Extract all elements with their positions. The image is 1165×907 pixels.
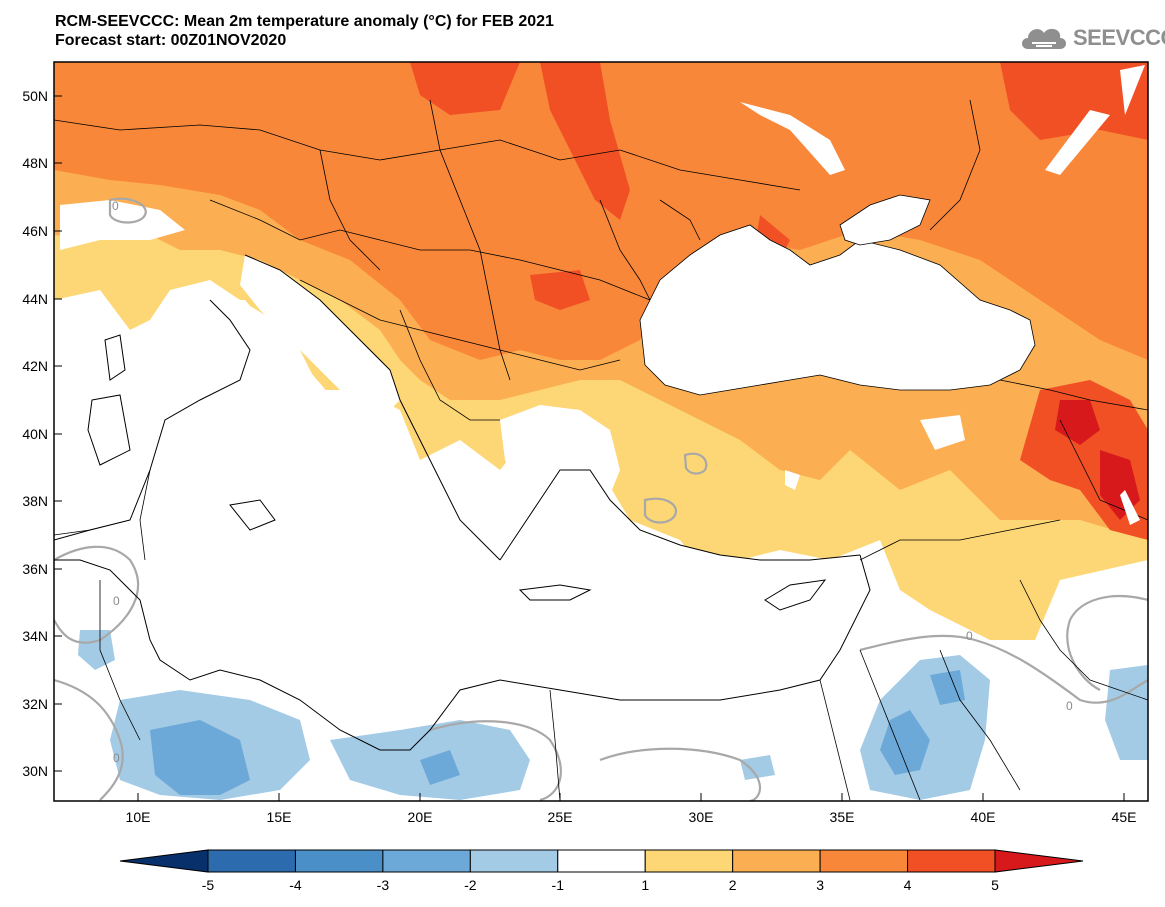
lon-label: 20E (408, 809, 433, 825)
lat-label: 44N (22, 291, 48, 307)
lon-label: 15E (267, 809, 292, 825)
lat-label: 48N (22, 155, 48, 171)
contour-label: 0 (112, 199, 119, 213)
lon-label: 45E (1112, 809, 1137, 825)
colorbar-label: -5 (202, 877, 215, 893)
sea-of-azov (839, 194, 931, 246)
map-title: RCM-SEEVCCC: Mean 2m temperature anomaly… (55, 12, 554, 50)
colorbar-segment (119, 849, 209, 873)
colorbar-segment (382, 849, 471, 873)
lat-label: 32N (22, 696, 48, 712)
colorbar-segment (557, 849, 646, 873)
lat-label: 38N (22, 493, 48, 509)
colorbar-label: -3 (377, 877, 390, 893)
lat-label: 42N (22, 358, 48, 374)
colorbar-label: -2 (464, 877, 477, 893)
aegean-sea (500, 405, 620, 540)
lat-label: 40N (22, 426, 48, 442)
colorbar-label: 2 (729, 877, 737, 893)
lon-label: 30E (689, 809, 714, 825)
latitude-axis: 50N 48N 46N 44N 42N 40N 38N 36N 34N 32N … (22, 88, 62, 779)
lon-label: 35E (830, 809, 855, 825)
neutral-patch (60, 200, 965, 490)
logo-text: SEEVCCC (1073, 25, 1165, 50)
lon-label: 10E (126, 809, 151, 825)
anomaly-field (54, 62, 1148, 801)
colorbar-label: -4 (289, 877, 302, 893)
black-sea (639, 224, 1036, 396)
contour-label: 0 (113, 594, 120, 608)
mediterranean-sea (54, 300, 870, 750)
colorbar-segment (294, 849, 384, 873)
colorbar-segment (469, 849, 559, 873)
coastlines (54, 254, 871, 751)
contour-labels: 0 0 0 0 0 (112, 199, 1073, 765)
contour-label: 0 (1066, 699, 1073, 713)
plot-frame (53, 61, 1149, 802)
colorbar-segment (994, 849, 1084, 873)
title-line-2: Forecast start: 00Z01NOV2020 (55, 32, 287, 49)
colorbar-segment (907, 849, 996, 873)
colorbar-label: -1 (552, 877, 565, 893)
title-line-1: RCM-SEEVCCC: Mean 2m temperature anomaly… (55, 13, 554, 30)
lon-label: 25E (548, 809, 573, 825)
country-borders (54, 99, 1148, 801)
anomaly-region-m2tom1 (78, 630, 1148, 800)
anomaly-region-4to5 (410, 62, 1148, 540)
colorbar-label: 5 (991, 877, 999, 893)
longitude-axis: 10E 15E 20E 25E 30E 35E 40E 45E (126, 793, 1137, 825)
lat-label: 30N (22, 763, 48, 779)
colorbar-segment (644, 849, 734, 873)
anomaly-region-3to4 (54, 62, 1148, 360)
lat-label: 50N (22, 88, 48, 104)
colorbar-label: 3 (816, 877, 824, 893)
adriatic-sea (240, 255, 400, 420)
colorbar-label: 1 (641, 877, 649, 893)
anomaly-region-gt5 (1055, 400, 1140, 520)
lon-label: 40E (971, 809, 996, 825)
colorbar-label: 4 (904, 877, 912, 893)
zero-contours (54, 197, 1148, 801)
colorbar-segment (207, 849, 296, 873)
lat-label: 34N (22, 628, 48, 644)
seevccc-logo: SEEVCCC (1018, 22, 1165, 54)
contour-label: 0 (113, 751, 120, 765)
anomaly-region-m3tom2 (150, 670, 965, 795)
lat-label: 36N (22, 561, 48, 577)
contour-label: 0 (966, 629, 973, 643)
lat-label: 46N (22, 223, 48, 239)
colorbar: -5 -4 -3 -2 -1 1 2 3 4 5 (119, 849, 1084, 893)
colorbar-segment (732, 849, 821, 873)
cloud-icon (1022, 28, 1066, 49)
colorbar-segment (819, 849, 909, 873)
